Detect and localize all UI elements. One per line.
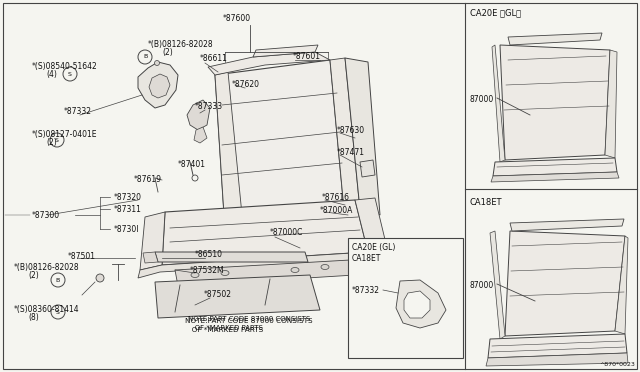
Polygon shape [355,198,388,252]
Text: *87502: *87502 [204,290,232,299]
Polygon shape [615,236,628,334]
Circle shape [138,50,152,64]
Text: *(S)08360-81414: *(S)08360-81414 [14,305,79,314]
Text: *(B)08126-82028: *(B)08126-82028 [148,40,214,49]
Text: *(S)08127-0401E: *(S)08127-0401E [32,130,97,139]
Text: *87320: *87320 [114,193,142,202]
Text: *86510: *86510 [195,250,223,259]
Polygon shape [138,62,178,108]
Polygon shape [492,45,505,162]
Text: S: S [68,71,72,77]
Text: CA18ET: CA18ET [470,198,502,207]
Text: *87620: *87620 [232,80,260,89]
Polygon shape [508,33,602,45]
Polygon shape [505,231,625,336]
Text: OF *MARKED PARTS: OF *MARKED PARTS [188,325,263,331]
Polygon shape [149,74,170,98]
Polygon shape [345,58,380,215]
Text: (8): (8) [28,313,39,322]
Polygon shape [360,160,375,177]
Polygon shape [493,158,617,176]
Polygon shape [194,127,207,143]
Text: *87630: *87630 [337,126,365,135]
Circle shape [51,305,65,319]
Polygon shape [491,172,619,182]
Polygon shape [490,231,505,339]
Polygon shape [510,219,624,231]
Text: (2): (2) [28,271,39,280]
Text: *87532M: *87532M [190,266,225,275]
Polygon shape [488,334,627,358]
Text: *87601: *87601 [293,52,321,61]
Polygon shape [215,72,243,230]
Polygon shape [208,52,330,75]
Polygon shape [253,45,318,57]
Polygon shape [143,252,158,263]
Text: *(S)08540-51642: *(S)08540-51642 [32,62,98,71]
Text: 87000: 87000 [470,281,494,290]
Text: (4): (4) [46,70,57,79]
Text: CA20E 〈GL〉: CA20E 〈GL〉 [470,8,521,17]
Ellipse shape [291,267,299,273]
Text: *87332: *87332 [64,107,92,116]
Ellipse shape [221,270,229,276]
Polygon shape [138,252,388,278]
Text: *87332: *87332 [352,286,380,295]
Polygon shape [486,353,628,366]
Ellipse shape [96,274,104,282]
Text: CA20E (GL): CA20E (GL) [352,243,396,252]
Text: (2): (2) [46,138,57,147]
Polygon shape [155,275,320,318]
Polygon shape [215,60,345,230]
Text: NOTE:PART CODE 87000 CONSISTS: NOTE:PART CODE 87000 CONSISTS [185,318,312,324]
Text: *87311: *87311 [114,205,142,214]
Text: *87300: *87300 [32,211,60,220]
Text: OF *MARKED PARTS: OF *MARKED PARTS [185,327,263,333]
Text: NOTE:PART CODE 87000 CONSISTS: NOTE:PART CODE 87000 CONSISTS [188,316,310,322]
Polygon shape [175,260,355,286]
Polygon shape [605,50,617,158]
Text: *87401: *87401 [178,160,206,169]
Text: B: B [143,55,147,60]
Text: *87600: *87600 [223,14,251,23]
Text: *87333: *87333 [195,102,223,111]
Text: *87616: *87616 [322,193,350,202]
Polygon shape [500,45,610,160]
Ellipse shape [191,273,199,278]
Text: 87000: 87000 [470,95,494,104]
Text: *87619: *87619 [134,175,162,184]
Polygon shape [396,280,446,328]
Ellipse shape [154,61,159,65]
Ellipse shape [321,264,329,269]
Text: S: S [55,138,59,142]
Text: *87000C: *87000C [270,228,303,237]
Text: S: S [56,310,60,314]
Polygon shape [187,100,210,130]
Polygon shape [140,212,165,270]
Text: *86611: *86611 [200,54,228,63]
Polygon shape [330,58,360,220]
Text: *8730I: *8730I [114,225,140,234]
Text: ^870*0023: ^870*0023 [599,362,635,367]
Text: *87000A: *87000A [320,206,353,215]
Polygon shape [155,252,308,262]
Circle shape [63,67,77,81]
Text: (2): (2) [162,48,173,57]
Text: *(B)08126-82028: *(B)08126-82028 [14,263,79,272]
Polygon shape [404,291,430,318]
Text: B: B [56,278,60,282]
Circle shape [51,273,65,287]
Text: *87501: *87501 [68,252,96,261]
Polygon shape [162,200,368,265]
Circle shape [50,133,64,147]
Text: CA18ET: CA18ET [352,254,381,263]
Text: *87471: *87471 [337,148,365,157]
Bar [348,238,463,358]
